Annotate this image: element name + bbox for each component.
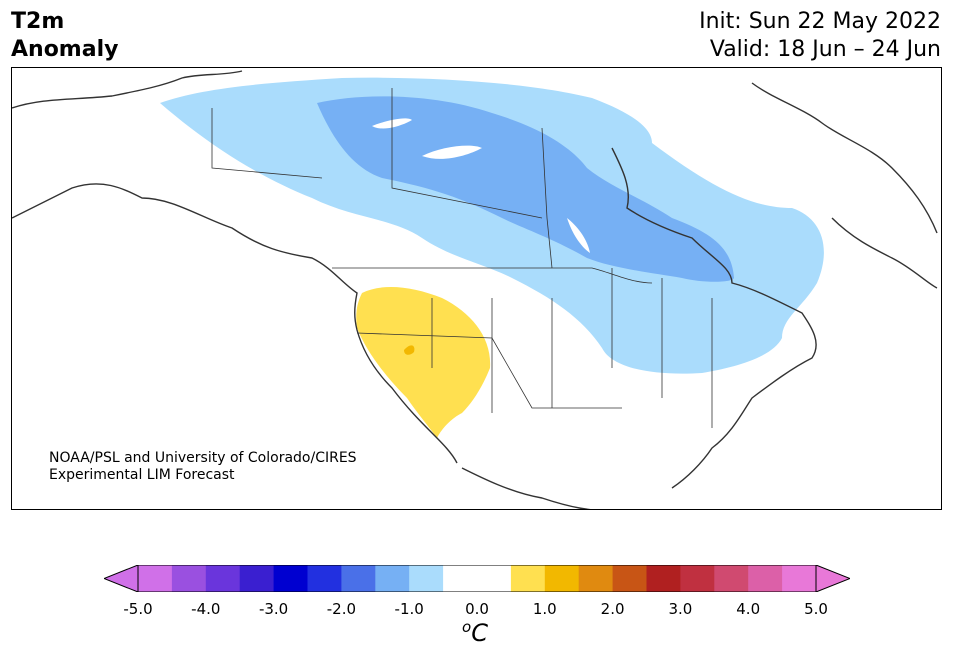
colorbar-cell bbox=[714, 565, 749, 592]
colorbar-cell bbox=[375, 565, 410, 592]
colorbar-max-extension bbox=[815, 565, 850, 592]
lake-white-2 bbox=[422, 145, 482, 159]
colorbar-cell bbox=[273, 565, 308, 592]
colorbar-tick-label: -2.0 bbox=[326, 600, 357, 618]
colorbar-cell bbox=[477, 565, 512, 592]
cool-anomaly-light bbox=[160, 77, 824, 374]
warm-anomaly bbox=[356, 286, 491, 438]
date-info: Init: Sun 22 May 2022 Valid: 18 Jun – 24… bbox=[699, 8, 941, 64]
colorbar-tick-label: -4.0 bbox=[191, 600, 221, 618]
colorbar-tick-label: -3.0 bbox=[258, 600, 289, 618]
credit-text: NOAA/PSL and University of Colorado/CIRE… bbox=[49, 450, 357, 484]
unit-degree-symbol: o bbox=[462, 618, 472, 636]
colorbar-cell bbox=[510, 565, 546, 592]
credit-line-1: NOAA/PSL and University of Colorado/CIRE… bbox=[49, 450, 357, 466]
colorbar-cell bbox=[443, 565, 478, 592]
colorbar-cell bbox=[612, 565, 647, 592]
colorbar-tick-label: -1.0 bbox=[394, 600, 424, 618]
colorbar-tick-label: -5.0 bbox=[123, 600, 153, 618]
credit-line-2: Experimental LIM Forecast bbox=[49, 467, 235, 483]
colorbar-cell bbox=[171, 565, 207, 592]
colorbar-unit: oC bbox=[462, 618, 488, 647]
init-date: Init: Sun 22 May 2022 bbox=[699, 9, 941, 34]
colorbar-tick-label: 3.0 bbox=[668, 600, 693, 618]
cool-anomaly-medium bbox=[317, 96, 734, 282]
colorbar-cell bbox=[544, 565, 580, 592]
colorbar-min-extension bbox=[104, 565, 139, 592]
colorbar-cell bbox=[409, 565, 444, 592]
anomaly-map bbox=[11, 67, 942, 510]
colorbar-cell bbox=[748, 565, 783, 592]
title-line-1: T2m bbox=[11, 9, 65, 34]
colorbar-cell bbox=[782, 565, 817, 592]
coastlines bbox=[12, 70, 938, 509]
political-borders bbox=[211, 88, 713, 428]
map-title: T2m Anomaly bbox=[11, 8, 118, 64]
map-svg bbox=[12, 70, 938, 509]
colorbar-frame bbox=[137, 565, 817, 592]
title-line-2: Anomaly bbox=[11, 37, 119, 62]
colorbar-tick-label: 4.0 bbox=[736, 600, 761, 618]
colorbar-tick-label: 2.0 bbox=[600, 600, 625, 618]
unit-letter: C bbox=[471, 619, 488, 647]
colorbar-tick-label: 5.0 bbox=[804, 600, 828, 618]
colorbar-cell bbox=[680, 565, 715, 592]
warm-anomaly-hotspot bbox=[404, 345, 415, 355]
colorbar-tick-label: 0.0 bbox=[465, 600, 489, 618]
lake-white-3 bbox=[567, 218, 590, 253]
colorbar-tick-label: 1.0 bbox=[532, 600, 557, 618]
colorbar-cell bbox=[578, 565, 614, 592]
colorbar-cell bbox=[307, 565, 342, 592]
colorbar-cell bbox=[138, 565, 173, 592]
colorbar-cell bbox=[341, 565, 376, 592]
colorbar-cell bbox=[205, 565, 241, 592]
colorbar-cell bbox=[239, 565, 275, 592]
colorbar-cell bbox=[646, 565, 681, 592]
colorbar bbox=[104, 565, 850, 592]
valid-range: Valid: 18 Jun – 24 Jun bbox=[709, 37, 941, 62]
